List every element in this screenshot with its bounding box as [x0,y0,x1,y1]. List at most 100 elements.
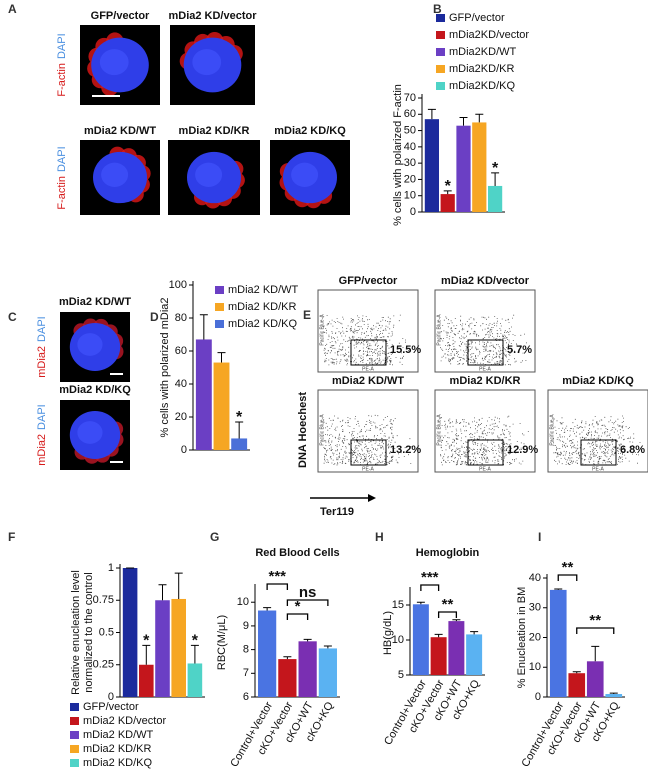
cell-caption: mDia2 KD/WT [59,296,131,308]
flow-events [553,415,641,466]
y-tick-label: 40 [529,572,541,584]
y-tick-label: 8 [243,644,249,656]
significance: * [143,633,150,650]
y-tick-label: 0 [410,206,416,218]
legend-swatch [215,286,224,294]
bar [122,568,138,697]
bar [472,122,487,212]
flow-plot [547,389,648,473]
bracket [437,611,458,618]
stain-label: mDia2 DAPI [36,316,48,377]
y-tick-label: 0 [181,444,187,456]
error-bar [199,314,208,340]
legend-swatch [70,759,79,767]
y-tick-label: 10 [529,661,541,673]
plot-caption: GFP/vector [339,275,398,287]
y-tick-label: 20 [529,631,541,643]
error-bar [443,190,452,195]
bracket [576,627,615,634]
y-axis-label: Relative enucleation level [70,570,82,695]
plot-caption: mDia2 KD/KQ [562,375,634,387]
bar [155,600,170,697]
error-bar [158,584,167,601]
stain-name: DAPI [36,404,48,430]
flow-plot [434,389,536,473]
cell-caption: mDia2 KD/KQ [274,125,346,137]
stain-name: mDia2 [36,434,48,466]
legend-label: mDia2 KD/KQ [83,757,153,769]
plot-x-axis: PE-A [479,466,491,472]
bar [568,673,586,697]
legend-swatch [436,31,445,39]
y-tick-label: 0 [108,691,114,703]
flow-events [323,314,409,366]
bar [258,610,277,697]
y-tick-label: 50 [404,124,416,136]
plot-x-axis: PE-A [479,366,491,372]
error-bar [263,607,272,611]
error-bar [416,601,425,605]
y-axis-label: normalized to the control [83,572,95,692]
bracket [266,583,289,590]
bar [549,589,567,697]
bracket [557,574,578,581]
gate [580,439,617,466]
bar [171,598,186,697]
chart-title: Red Blood Cells [255,547,339,559]
y-tick-label: 10 [392,634,404,646]
legend-label: mDia2 KD/KQ [228,318,298,330]
y-tick-label: 100 [169,279,187,291]
nucleus-shade [77,333,103,356]
bar [440,194,455,212]
stain-name: DAPI [56,146,68,172]
panel-label: H [375,530,384,544]
y-tick-label: 7 [243,667,249,679]
error-bar [554,588,563,590]
bar [318,648,337,697]
plot-y-axis: Pacific Blue-A [549,414,555,446]
plot-y-axis: Pacific Blue-A [319,314,325,346]
y-tick-label: 0.75 [93,594,114,606]
y-tick-label: 30 [529,602,541,614]
nucleus-shade [291,162,319,187]
gate-percent: 5.7% [507,344,532,356]
plot-x-axis: PE-A [362,466,374,472]
error-bar [427,108,436,120]
y-tick-label: 40 [404,141,416,153]
y-tick-label: 80 [175,312,187,324]
error-bar [609,692,618,695]
legend-swatch [215,303,224,311]
legend-swatch [70,731,79,739]
panel-label: C [8,310,17,324]
error-bar [491,172,500,186]
bracket [286,613,309,620]
bar [278,659,297,697]
cell-caption: mDia2 KD/KQ [59,384,131,396]
gate [467,339,504,366]
stain-name: F-actin [56,63,68,97]
panel-label: E [303,308,311,322]
y-tick-label: 60 [175,345,187,357]
error-bar [174,572,183,599]
stain-name: mDia2 [36,346,48,378]
bar [586,661,604,697]
cell-caption: GFP/vector [91,10,150,22]
y-tick-label: 40 [175,378,187,390]
y-axis-label: % cells with polarized F-actin [392,84,404,226]
panel-label: B [433,2,442,16]
panel-label: I [538,530,541,544]
chart-title: Hemoglobin [416,547,480,559]
legend-swatch [436,14,445,22]
stain-name: DAPI [56,33,68,59]
bracket [420,584,440,591]
panel-label: G [210,530,219,544]
flow-events [440,314,527,366]
nucleus-shade [195,162,223,187]
y-tick-label: 30 [404,157,416,169]
axis-label: DNA Hoechest [297,392,309,468]
error-bar [452,619,461,622]
significance: *** [421,569,439,586]
bar [231,438,248,450]
bar [195,339,212,450]
